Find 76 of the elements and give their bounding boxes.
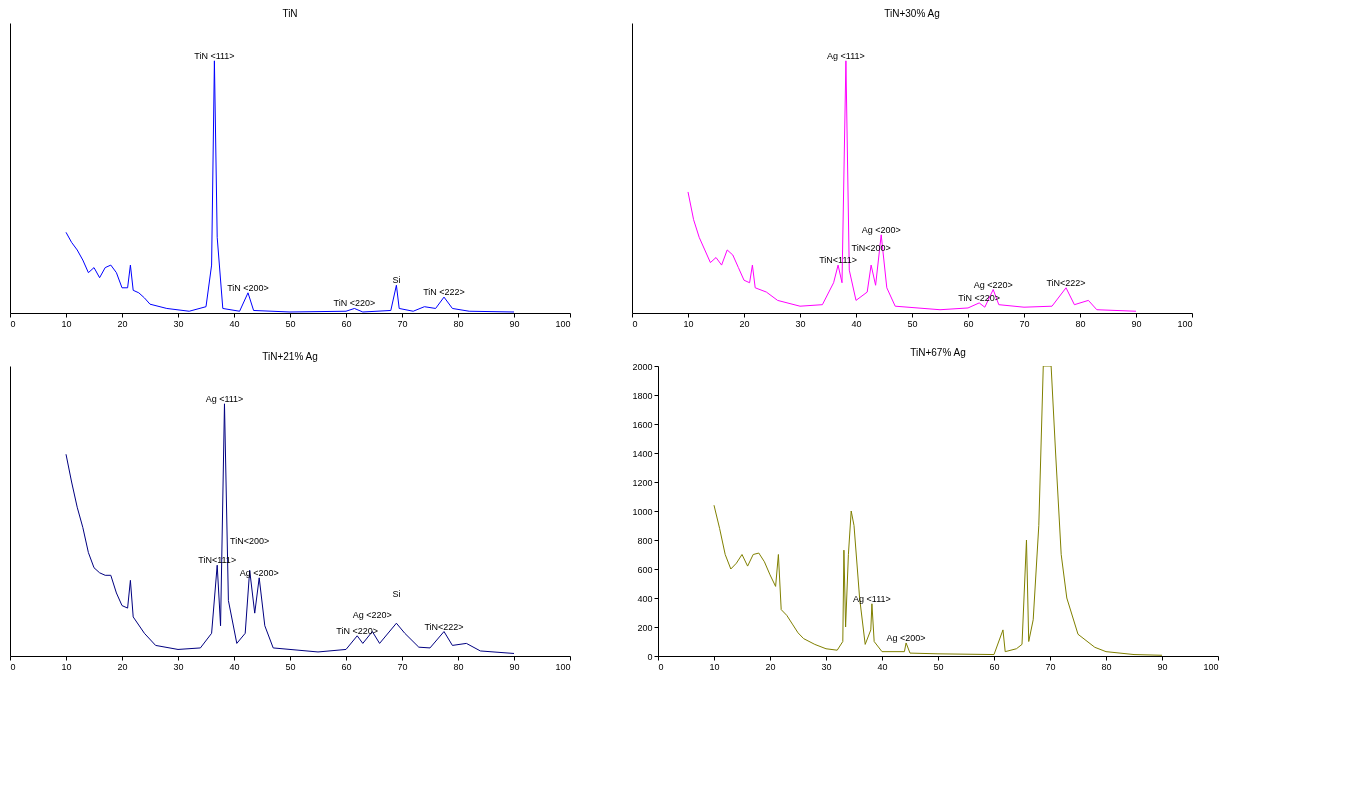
y-tick-label: 1800	[632, 390, 653, 401]
annotation: Si	[392, 589, 401, 600]
chart-title: TiN+67% Ag	[910, 347, 966, 358]
x-tick-label: 10	[709, 661, 720, 672]
y-tick-label: 1400	[632, 448, 653, 459]
annotation: TiN <220>	[333, 298, 376, 309]
y-tick-label: 200	[637, 622, 653, 633]
x-tick-label: 60	[963, 318, 974, 329]
annotation: Ag <111>	[827, 50, 865, 61]
y-tick-label: 1200	[632, 477, 653, 488]
x-tick-label: 40	[229, 661, 240, 672]
y-tick-label: 600	[637, 564, 653, 575]
x-tick-label: 30	[173, 318, 184, 329]
x-tick-label: 10	[61, 318, 72, 329]
x-tick-label: 100	[555, 318, 571, 329]
annotation: Ag <200>	[886, 632, 926, 643]
x-tick-label: 50	[907, 318, 918, 329]
annotation: Ag <220>	[973, 279, 1013, 290]
line-series	[713, 366, 1163, 656]
chart-title: TiN+30% Ag	[884, 8, 940, 19]
x-tick-label: 60	[989, 661, 1000, 672]
x-tick-label: 100	[555, 661, 571, 672]
chart-title: TiN+21% Ag	[262, 351, 318, 362]
x-tick-label: 90	[509, 318, 520, 329]
x-tick-label: 80	[1075, 318, 1086, 329]
x-tick-label: 50	[933, 661, 944, 672]
annotation: Ag <220>	[352, 609, 392, 620]
x-tick-label: 30	[821, 661, 832, 672]
x-tick-label: 0	[658, 661, 664, 672]
chart-title: TiN	[282, 8, 298, 19]
annotation: TiN<200>	[230, 536, 270, 547]
x-tick-label: 20	[117, 661, 128, 672]
annotation: Si	[392, 275, 401, 286]
x-tick-label: 0	[10, 318, 16, 329]
x-tick-label: 60	[341, 661, 352, 672]
x-tick-label: 70	[397, 661, 408, 672]
y-tick-label: 400	[637, 593, 653, 604]
x-tick-label: 80	[1101, 661, 1112, 672]
x-tick-label: 90	[1131, 318, 1142, 329]
annotation: Ag <111>	[205, 393, 244, 404]
y-tick-label: 2000	[632, 361, 653, 372]
x-tick-label: 90	[1157, 661, 1168, 672]
x-tick-label: 40	[877, 661, 888, 672]
annotation: Ag <200>	[861, 224, 901, 235]
x-tick-label: 10	[683, 318, 694, 329]
x-tick-label: 30	[173, 661, 184, 672]
annotation: TiN <222>	[423, 287, 465, 298]
x-tick-label: 70	[397, 318, 408, 329]
x-tick-label: 100	[1203, 661, 1219, 672]
x-tick-label: 60	[341, 318, 352, 329]
x-tick-label: 40	[229, 318, 240, 329]
annotation: TiN<222>	[1046, 277, 1086, 288]
x-tick-label: 100	[1177, 318, 1193, 329]
y-tick-label: 1000	[632, 506, 653, 517]
x-tick-label: 80	[453, 318, 464, 329]
x-tick-label: 0	[10, 661, 16, 672]
x-tick-label: 70	[1045, 661, 1056, 672]
x-tick-label: 90	[509, 661, 520, 672]
x-tick-label: 50	[285, 661, 296, 672]
x-tick-label: 80	[453, 661, 464, 672]
x-tick-label: 70	[1019, 318, 1030, 329]
x-tick-label: 40	[851, 318, 862, 329]
x-tick-label: 20	[117, 318, 128, 329]
annotation: TiN<222>	[424, 621, 464, 632]
y-tick-label: 0	[647, 651, 653, 662]
annotation: Ag <111>	[853, 593, 891, 604]
x-tick-label: 20	[739, 318, 750, 329]
y-tick-label: 800	[637, 535, 653, 546]
y-tick-label: 1600	[632, 419, 653, 430]
x-tick-label: 10	[61, 661, 72, 672]
x-tick-label: 30	[795, 318, 806, 329]
x-tick-label: 20	[765, 661, 776, 672]
annotation: TiN <111>	[194, 50, 235, 61]
annotation: TiN <200>	[227, 282, 269, 293]
x-tick-label: 50	[285, 318, 296, 329]
annotation: TiN <220>	[336, 625, 379, 636]
